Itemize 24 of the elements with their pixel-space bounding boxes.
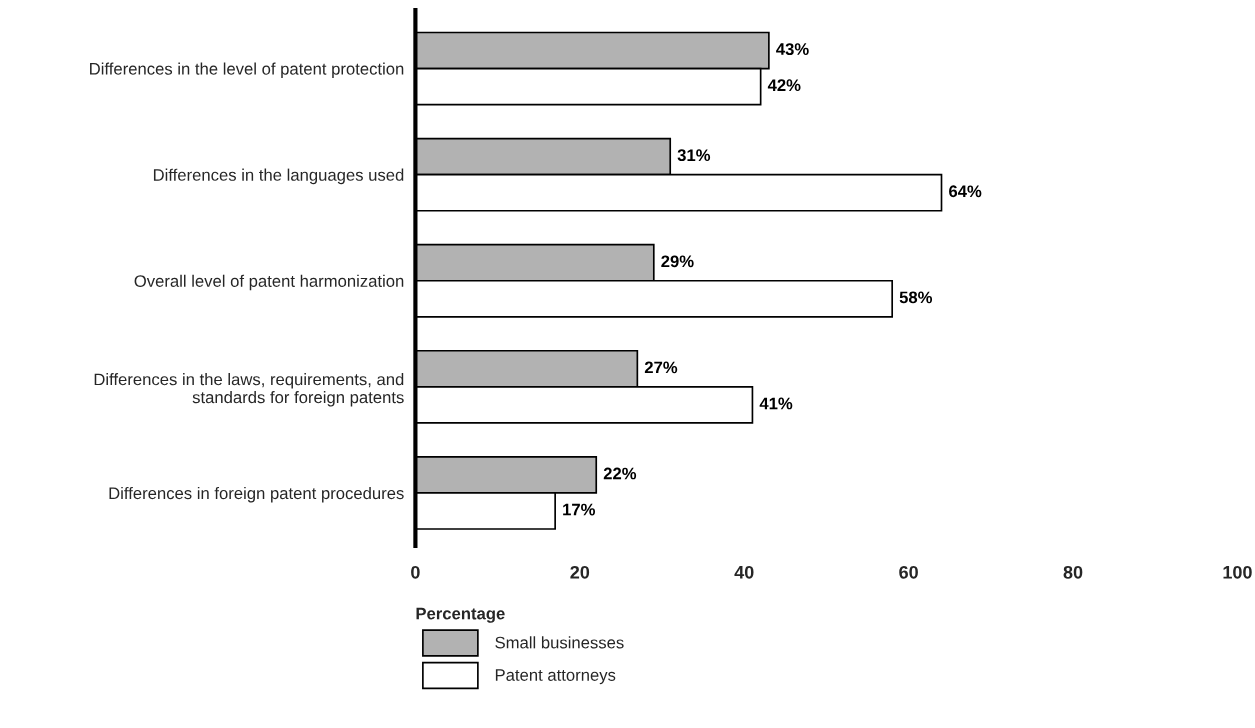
- data-label: 31%: [677, 149, 711, 162]
- x-tick-label: 0: [411, 565, 420, 579]
- x-tick-label: 20: [570, 565, 590, 579]
- data-label: 27%: [644, 361, 678, 374]
- data-label: 41%: [759, 397, 793, 410]
- legend-label: Small businesses: [495, 636, 624, 649]
- y-tick-label: Overall level of patent harmonization: [134, 274, 404, 291]
- data-label: 22%: [603, 467, 637, 480]
- data-label: 64%: [949, 185, 982, 198]
- data-label: 42%: [767, 79, 801, 92]
- legend-label: Patent attorneys: [495, 669, 616, 685]
- y-tick-label: Differences in the level of patent protection: [90, 62, 404, 79]
- x-tick-label: 60: [899, 565, 918, 579]
- x-tick-label: 40: [734, 565, 754, 579]
- data-label: 29%: [661, 255, 694, 268]
- y-tick-label: Differences in the languages used: [153, 168, 404, 185]
- y-tick-label: Differences in the laws, requirements, and standards for foreign patents: [94, 373, 404, 407]
- y-tick-label: Differences in foreign patent procedures: [109, 486, 404, 503]
- data-label: 17%: [563, 503, 596, 516]
- data-label: 58%: [899, 291, 933, 304]
- x-tick-label: 100: [1223, 565, 1252, 579]
- x-axis-title: Percentage: [416, 607, 505, 623]
- data-label: 43%: [776, 43, 809, 56]
- x-tick-label: 80: [1063, 565, 1083, 579]
